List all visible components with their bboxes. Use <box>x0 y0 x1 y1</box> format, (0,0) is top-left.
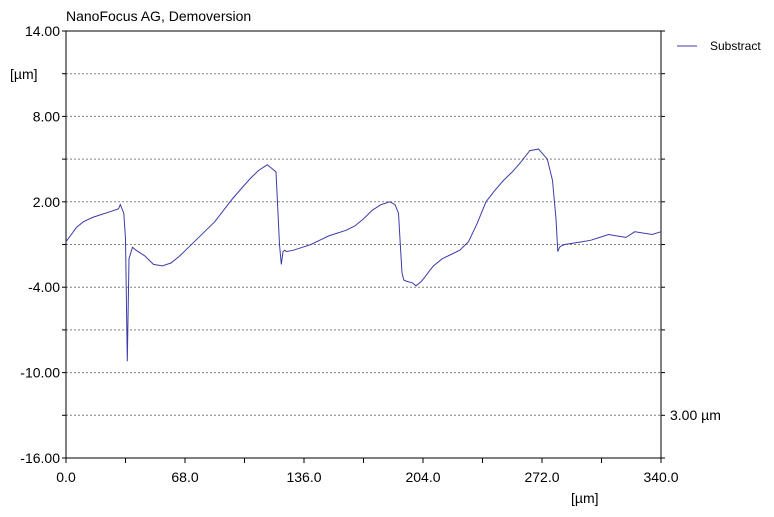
legend: Substract <box>677 39 761 53</box>
series-layer <box>65 148 662 362</box>
y-tick-label: -10.00 <box>20 365 60 381</box>
y-tick-label: -4.00 <box>28 279 60 295</box>
legend-label: Substract <box>710 39 761 53</box>
axis-ticks: 14.00 8.00 2.00 -4.00 -10.00 -16.00 0.0 68.0 136… <box>20 23 678 485</box>
y-tick-label: 8.00 <box>33 108 60 124</box>
x-tick-label: 272.0 <box>524 469 559 485</box>
series-line-substract <box>65 148 662 362</box>
x-tick-label: 136.0 <box>286 469 321 485</box>
grid-lines <box>66 73 661 416</box>
x-tick-label: 68.0 <box>171 469 198 485</box>
x-tick-label: 0.0 <box>56 469 76 485</box>
scale-annotation: 3.00 µm <box>670 407 721 423</box>
x-tick-label: 340.0 <box>643 469 678 485</box>
y-tick-label: 14.00 <box>25 23 60 39</box>
y-axis-label: [µm] <box>10 66 38 82</box>
y-tick-label: 2.00 <box>33 194 60 210</box>
y-tick-label: -16.00 <box>20 450 60 466</box>
x-axis-label: [µm] <box>571 490 599 506</box>
chart-title: NanoFocus AG, Demoversion <box>66 8 252 24</box>
x-tick-label: 204.0 <box>405 469 440 485</box>
